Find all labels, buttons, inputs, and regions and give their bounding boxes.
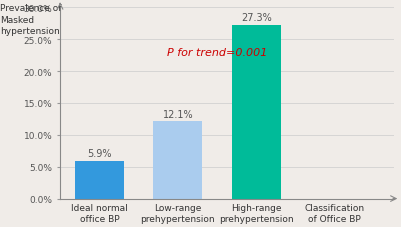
Text: Prevalence of
Masked
hypertension: Prevalence of Masked hypertension (0, 5, 62, 35)
Text: 12.1%: 12.1% (162, 109, 193, 119)
Text: P for trend=0.001: P for trend=0.001 (167, 48, 267, 58)
Bar (232, 25, 281, 199)
Text: 27.3%: 27.3% (241, 13, 271, 23)
Bar (75, 161, 124, 199)
Text: 5.9%: 5.9% (87, 149, 111, 159)
Bar (154, 122, 202, 199)
